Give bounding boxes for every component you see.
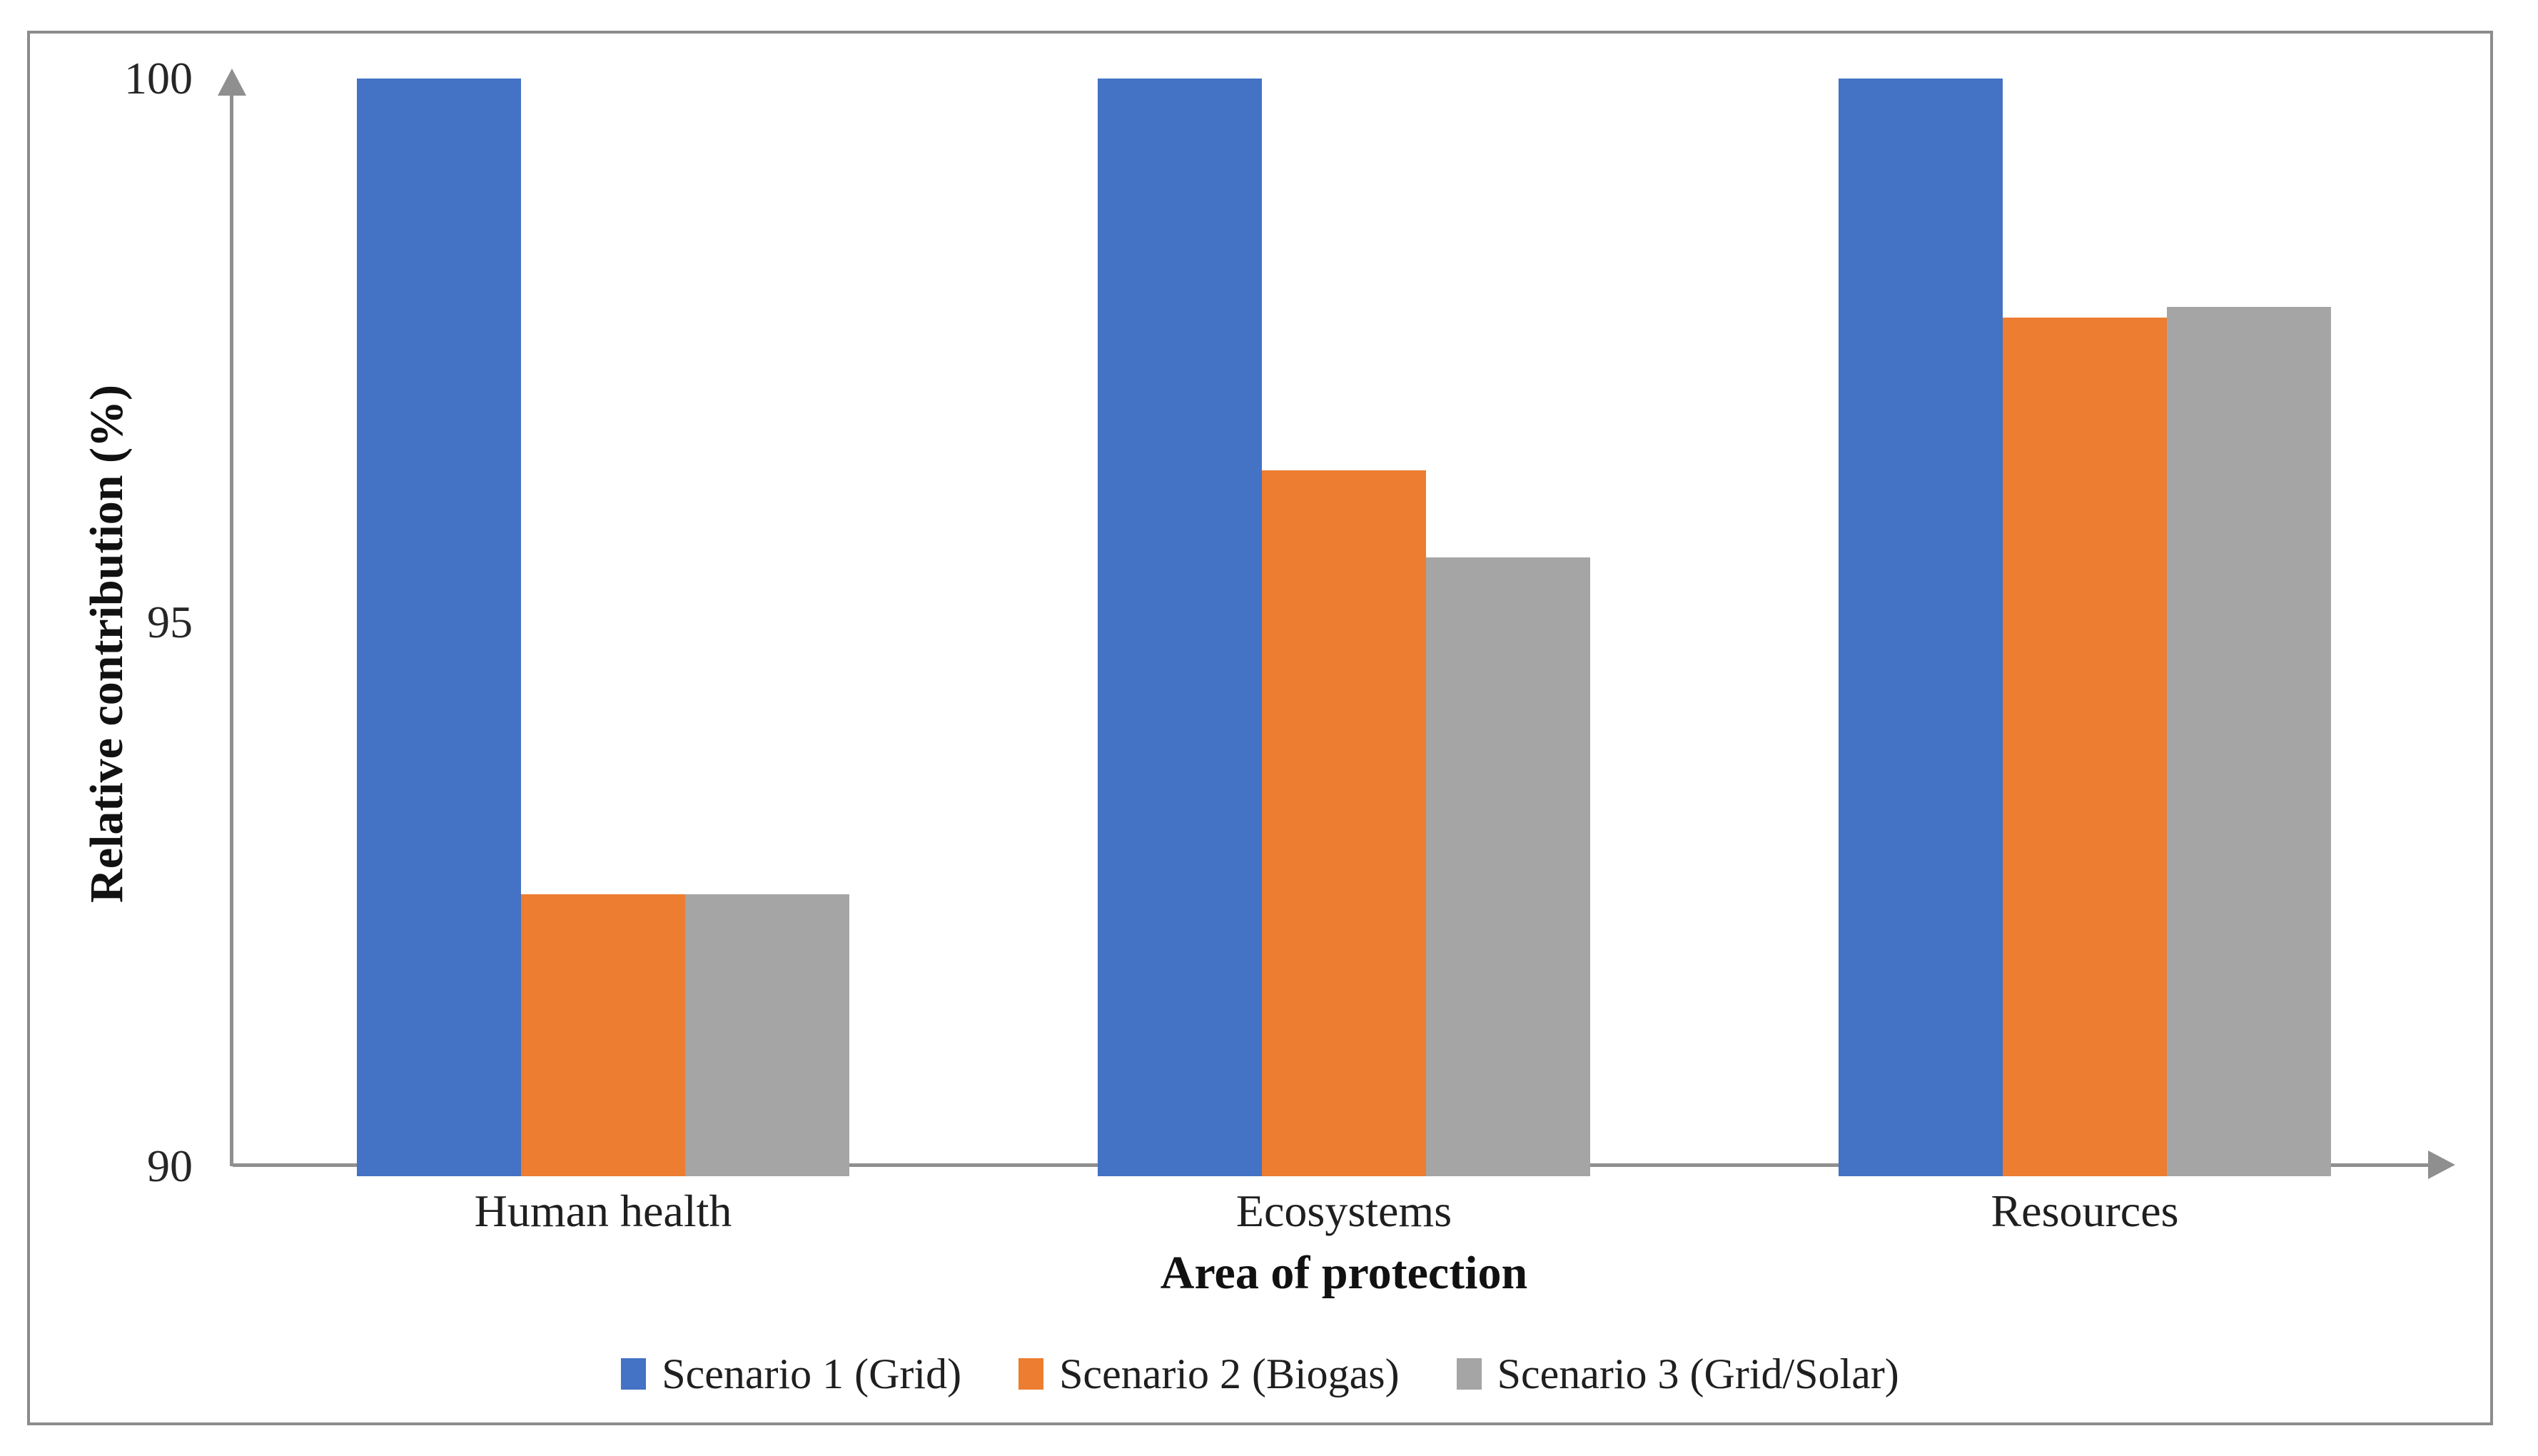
x-axis-arrow-icon bbox=[2428, 1151, 2455, 1179]
x-category-label: Resources bbox=[1991, 1185, 2179, 1236]
y-tick-label: 100 bbox=[124, 53, 193, 103]
bar bbox=[685, 894, 849, 1176]
x-category-label: Ecosystems bbox=[1235, 1185, 1452, 1236]
plot-area: 100 95 90 Human health Ecosystems Resources … bbox=[30, 34, 2490, 1422]
legend: Scenario 1 (Grid) Scenario 2 (Biogas) Scen… bbox=[30, 1350, 2490, 1397]
legend-label: Scenario 1 (Grid) bbox=[662, 1350, 962, 1397]
x-axis-title: Area of protection bbox=[1160, 1247, 1528, 1299]
legend-marker-icon bbox=[1456, 1358, 1482, 1390]
y-tick-label: 90 bbox=[147, 1141, 193, 1191]
y-tick-label: 95 bbox=[147, 597, 193, 647]
chart-frame: 100 95 90 Human health Ecosystems Resources … bbox=[27, 31, 2493, 1425]
legend-marker-icon bbox=[621, 1358, 647, 1390]
legend-item: Scenario 1 (Grid) bbox=[621, 1350, 961, 1397]
legend-label: Scenario 2 (Biogas) bbox=[1059, 1350, 1400, 1397]
legend-item: Scenario 2 (Biogas) bbox=[1018, 1350, 1400, 1397]
legend-item: Scenario 3 (Grid/Solar) bbox=[1456, 1350, 1899, 1397]
y-axis-line bbox=[230, 94, 233, 1166]
bar bbox=[2167, 307, 2331, 1176]
y-axis-arrow-icon bbox=[217, 69, 246, 96]
legend-label: Scenario 3 (Grid/Solar) bbox=[1497, 1350, 1899, 1397]
bar bbox=[357, 79, 521, 1176]
legend-marker-icon bbox=[1018, 1358, 1044, 1390]
bar bbox=[1262, 470, 1426, 1176]
bar bbox=[1426, 557, 1590, 1176]
x-category-label: Human health bbox=[474, 1185, 732, 1236]
y-axis-title: Relative contribution (%) bbox=[81, 385, 133, 903]
bar bbox=[521, 894, 685, 1176]
bar bbox=[1839, 79, 2003, 1176]
bar bbox=[2003, 318, 2167, 1176]
bar bbox=[1098, 79, 1262, 1176]
